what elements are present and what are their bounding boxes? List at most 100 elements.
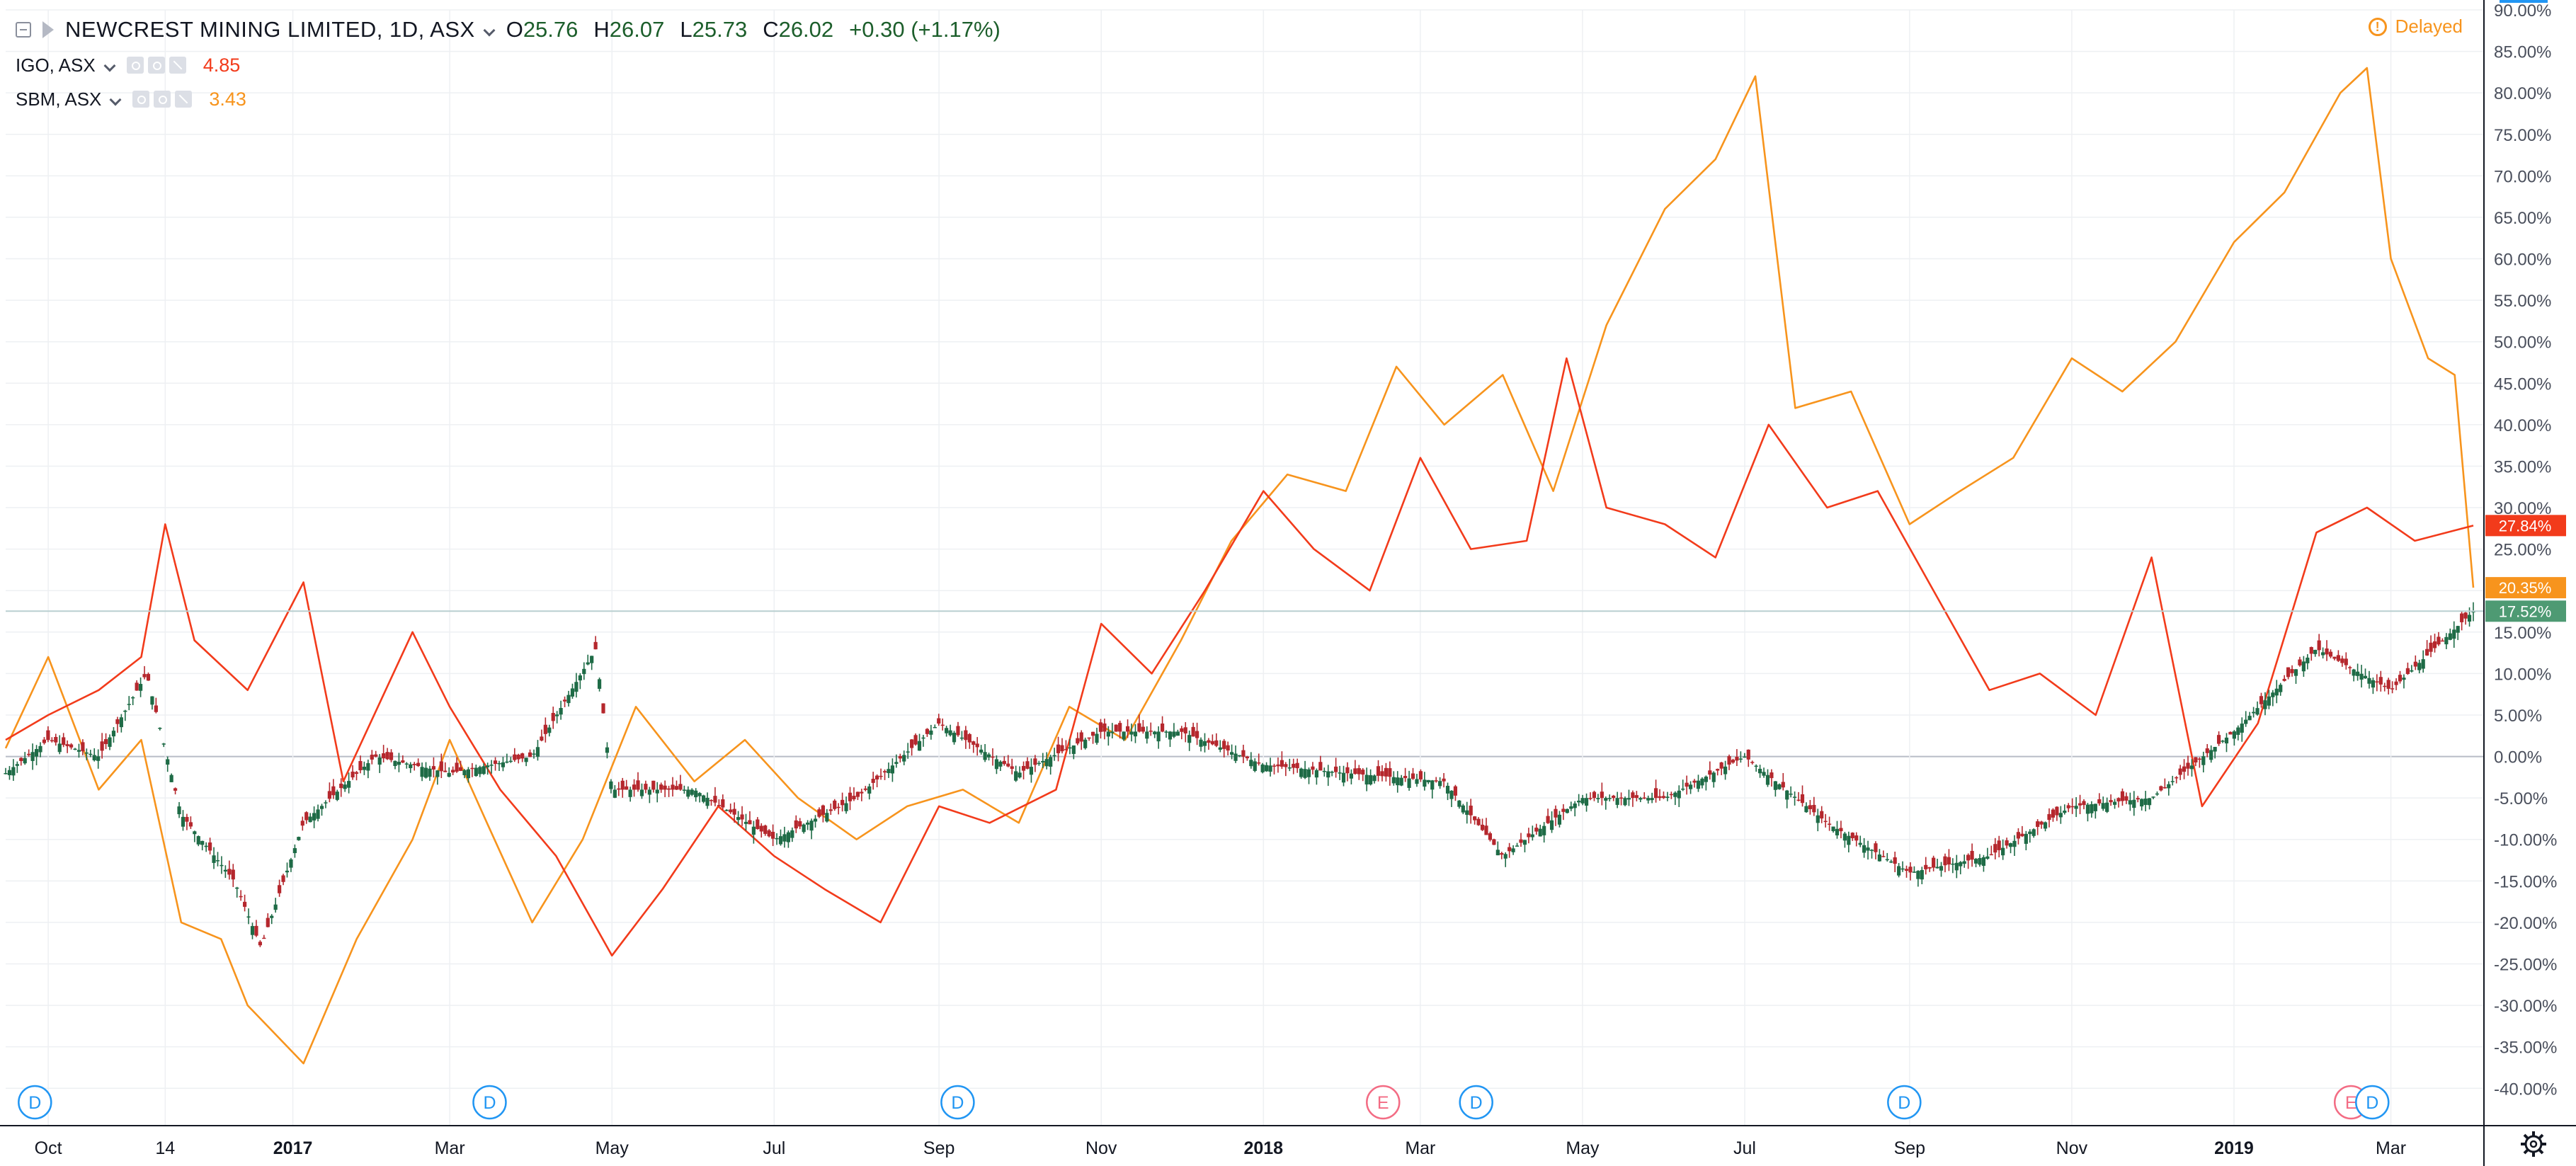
candle <box>617 782 621 796</box>
dividend-marker[interactable]: D <box>472 1085 507 1120</box>
candle <box>1816 808 1820 832</box>
candle <box>404 762 409 769</box>
compare-symbol-sbm[interactable]: SBM, ASX <box>16 88 102 110</box>
candle <box>2128 792 2132 811</box>
candle <box>1723 760 1728 780</box>
candle <box>239 890 243 901</box>
candle <box>921 735 925 747</box>
candle <box>382 745 386 762</box>
candle <box>416 758 421 767</box>
x-tick-label: Nov <box>2056 1138 2088 1158</box>
candle <box>2425 640 2429 656</box>
candle <box>1102 719 1107 740</box>
candle <box>2383 682 2387 692</box>
candle <box>945 726 949 737</box>
candle <box>1569 801 1573 811</box>
candle <box>2186 755 2190 776</box>
eye-icon[interactable] <box>132 91 150 108</box>
candle <box>1916 870 1920 887</box>
candle <box>1959 861 1963 874</box>
dividend-marker[interactable]: D <box>940 1085 975 1120</box>
dividend-marker[interactable]: D <box>18 1085 52 1120</box>
candle <box>2205 743 2209 758</box>
candle <box>2417 659 2422 674</box>
candle <box>1920 867 1924 885</box>
candle <box>1233 745 1238 763</box>
chevron-down-icon[interactable] <box>109 93 122 106</box>
dividend-marker[interactable]: D <box>1887 1085 1922 1120</box>
candle <box>1353 760 1357 775</box>
compare-row-sbm: SBM, ASX 3.43 <box>16 84 246 115</box>
candle <box>108 734 112 750</box>
candle <box>1199 737 1203 752</box>
collapse-legend-icon[interactable] <box>16 22 31 38</box>
candle <box>1396 771 1400 793</box>
candle <box>948 724 952 737</box>
candle <box>2209 745 2213 763</box>
compare-symbol-igo[interactable]: IGO, ASX <box>16 54 96 76</box>
dividend-marker[interactable]: D <box>1459 1085 1493 1120</box>
candle <box>1554 805 1558 826</box>
candle <box>1369 769 1373 786</box>
symbol-title[interactable]: NEWCREST MINING LIMITED, 1D, ASX <box>65 17 475 42</box>
candle <box>84 748 89 760</box>
candle <box>701 794 706 804</box>
candle <box>551 707 555 729</box>
candle <box>1106 726 1110 746</box>
earnings-marker[interactable]: E <box>1366 1085 1401 1120</box>
candle <box>250 922 255 939</box>
series-line-igo[interactable] <box>5 357 2474 957</box>
x-tick-label: 14 <box>155 1138 175 1158</box>
chevron-down-icon[interactable] <box>103 59 116 72</box>
candle <box>1137 714 1141 733</box>
candle <box>543 717 547 743</box>
gear-icon[interactable] <box>154 91 171 108</box>
candle <box>1577 794 1581 806</box>
x-tick-label: May <box>595 1138 629 1158</box>
candle <box>959 731 964 741</box>
dividend-marker[interactable]: D <box>2355 1085 2390 1120</box>
candle <box>1607 794 1612 802</box>
candle <box>181 810 186 831</box>
chevron-down-icon[interactable] <box>483 24 496 37</box>
candle <box>1492 838 1496 845</box>
candle <box>292 844 297 858</box>
settings-icon[interactable] <box>2521 1131 2546 1157</box>
eye-icon[interactable] <box>126 57 144 74</box>
candle <box>2055 806 2059 821</box>
candle <box>1237 755 1242 758</box>
candle <box>894 754 899 768</box>
candle <box>1410 767 1415 780</box>
candle <box>34 745 39 766</box>
candle <box>1669 791 1673 799</box>
candle <box>1010 758 1014 775</box>
candle <box>2159 785 2163 791</box>
candle <box>285 862 290 878</box>
candle <box>1642 792 1646 799</box>
candle <box>1754 764 1758 772</box>
close-icon[interactable] <box>175 91 193 108</box>
candle <box>1006 755 1010 767</box>
delayed-badge[interactable]: ! Delayed <box>2368 16 2463 38</box>
close-icon[interactable] <box>169 57 186 74</box>
candle <box>2012 835 2017 857</box>
candle <box>1461 804 1465 815</box>
candle <box>694 788 698 802</box>
svg-text:D: D <box>1470 1093 1483 1113</box>
candle <box>2213 746 2217 759</box>
candle <box>2410 665 2414 673</box>
svg-text:17.52%: 17.52% <box>2499 602 2552 620</box>
candle <box>528 749 532 758</box>
series-line-sbm[interactable] <box>4 67 2475 1065</box>
gear-icon[interactable] <box>147 57 165 74</box>
candle <box>1265 762 1269 772</box>
candle <box>1049 755 1053 775</box>
flag-icon[interactable] <box>42 21 54 38</box>
candle <box>1276 757 1280 773</box>
candle <box>902 750 906 765</box>
candle <box>185 813 189 830</box>
candle <box>597 678 602 692</box>
axis-scroll-indicator[interactable] <box>2500 0 2548 3</box>
